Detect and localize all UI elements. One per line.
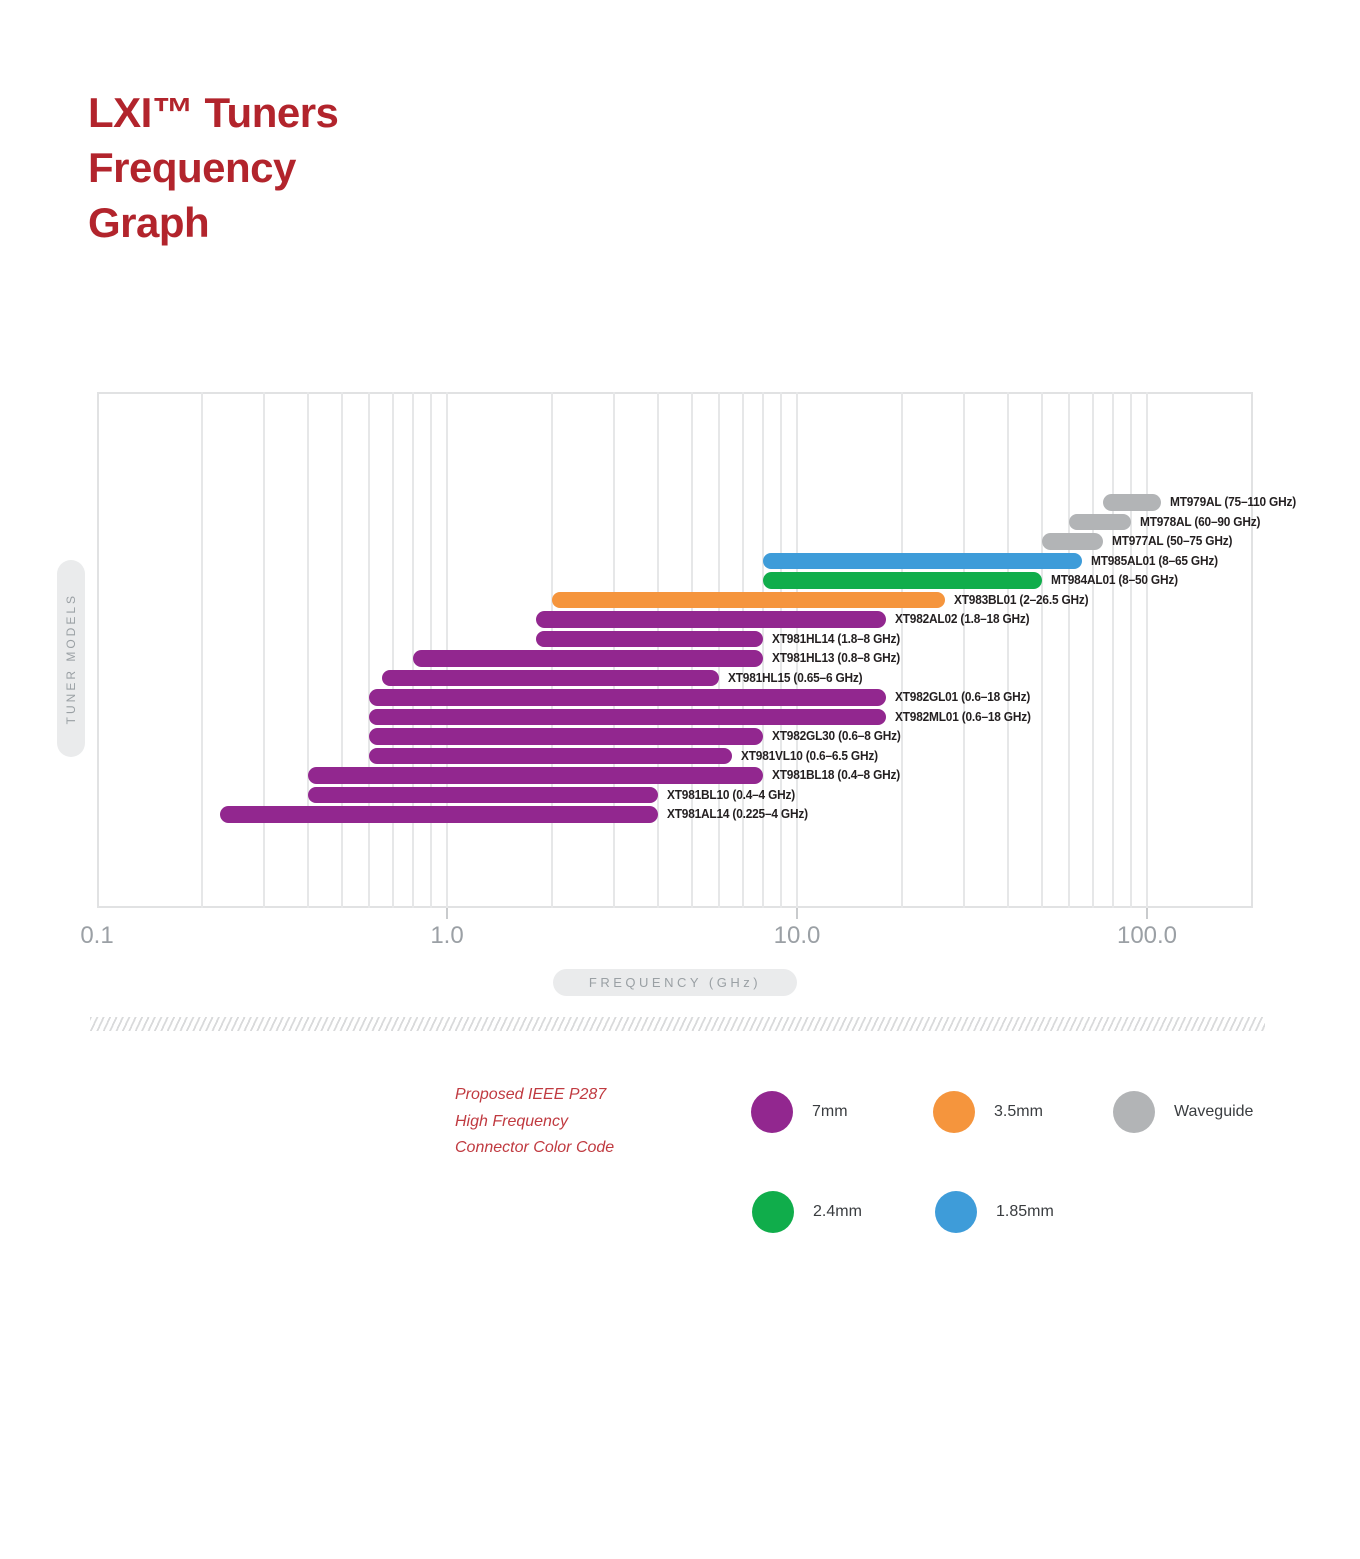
bar-label: MT977AL (50–75 GHz) (1112, 534, 1233, 548)
gridline (962, 392, 965, 908)
legend-label: 7mm (812, 1103, 848, 1120)
frequency-bar (1103, 494, 1162, 511)
legend-color-dot (935, 1191, 977, 1233)
gridline (412, 392, 415, 908)
frequency-bar (1041, 533, 1104, 550)
page-title-line: LXI™ Tuners (88, 89, 339, 136)
bar-label: XT982GL01 (0.6–18 GHz) (895, 690, 1031, 704)
page-title-line: Graph (88, 199, 210, 246)
legend-item: 7mm (751, 1091, 1051, 1133)
divider-hatch (90, 1017, 1265, 1031)
gridline (901, 392, 904, 908)
bar-label: XT981HL13 (0.8–8 GHz) (772, 651, 901, 665)
legend-color-dot (933, 1091, 975, 1133)
gridline (368, 392, 371, 908)
gridline-decade (796, 392, 798, 908)
legend-color-dot (1113, 1091, 1155, 1133)
gridline (1006, 392, 1009, 908)
x-tick-label: 100.0 (1116, 922, 1178, 949)
legend-color-dot (752, 1191, 794, 1233)
legend-item: Waveguide (1113, 1091, 1360, 1133)
gridline (762, 392, 765, 908)
axis-tick (1146, 908, 1148, 919)
legend-item: 2.4mm (752, 1191, 1052, 1233)
page-title-line: Frequency (88, 144, 296, 191)
frequency-bar (369, 747, 732, 764)
frequency-bar (763, 552, 1082, 569)
frequency-bar (1069, 513, 1131, 530)
gridline (1068, 392, 1071, 908)
gridline-decade (1146, 392, 1148, 908)
bar-label: XT982GL30 (0.6–8 GHz) (772, 729, 901, 743)
x-axis-label: FREQUENCY (GHz) (553, 969, 797, 996)
gridline (779, 392, 782, 908)
frequency-bar (552, 591, 946, 608)
frequency-bar (381, 669, 720, 686)
x-tick-label: 0.1 (80, 922, 114, 949)
gridline (306, 392, 309, 908)
legend-item: 3.5mm (933, 1091, 1233, 1133)
bar-label: XT981BL10 (0.4–4 GHz) (666, 787, 795, 802)
plot-area: MT979AL (75–110 GHz) MT978AL (60–90 GHz) M… (97, 392, 1297, 919)
x-tick-label: 10.0 (773, 922, 821, 949)
axis-tick (796, 908, 798, 919)
bar-label: XT982AL02 (1.8–18 GHz) (895, 612, 1030, 626)
gridline (262, 392, 265, 908)
legend-color-dot (751, 1091, 793, 1133)
bar-label: XT981BL18 (0.4–8 GHz) (772, 768, 901, 782)
legend-caption-line: Proposed IEEE P287 (455, 1086, 607, 1103)
page-title: LXI™ Tuners Frequency Graph (88, 85, 339, 250)
bar-label: XT982ML01 (0.6–18 GHz) (895, 709, 1032, 724)
frequency-bar (307, 786, 658, 803)
gridline (340, 392, 343, 908)
frequency-bar (413, 650, 764, 667)
legend-label: 2.4mm (813, 1203, 862, 1220)
legend-label: Waveguide (1174, 1103, 1254, 1120)
legend-label: 3.5mm (994, 1103, 1043, 1120)
frequency-bar (369, 689, 887, 706)
y-axis-label: TUNER MODELS (57, 560, 85, 757)
gridline (1112, 392, 1115, 908)
frequency-bar (763, 572, 1042, 589)
bar-label: XT981VL10 (0.6–6.5 GHz) (740, 748, 878, 763)
gridline (391, 392, 394, 908)
legend-label: 1.85mm (996, 1203, 1054, 1220)
bar-label: MT985AL01 (8–65 GHz) (1090, 553, 1218, 568)
gridline (1129, 392, 1132, 908)
bar-label: XT981HL15 (0.65–6 GHz) (728, 670, 863, 685)
legend-caption: Proposed IEEE P287 High Frequency Connec… (455, 1082, 614, 1162)
bar-label: XT981HL14 (1.8–8 GHz) (772, 631, 901, 646)
frequency-bar (369, 708, 887, 725)
bar-label: MT979AL (75–110 GHz) (1170, 495, 1297, 509)
gridline (1091, 392, 1094, 908)
frequency-bar (536, 630, 764, 647)
axis-tick (446, 908, 448, 919)
gridline (201, 392, 204, 908)
bar-label: XT983BL01 (2–26.5 GHz) (954, 592, 1089, 607)
bar-label: MT978AL (60–90 GHz) (1139, 514, 1261, 529)
frequency-bar (369, 728, 764, 745)
legend-caption-line: High Frequency (455, 1112, 568, 1130)
frequency-bar (307, 767, 764, 784)
bar-label: XT981AL14 (0.225–4 GHz) (666, 807, 808, 821)
legend-item: 1.85mm (935, 1191, 1235, 1233)
frequency-bar (536, 611, 887, 628)
gridline (1040, 392, 1043, 908)
legend-caption-line: Connector Color Code (455, 1139, 615, 1156)
x-tick-label: 1.0 (430, 922, 464, 949)
y-axis-label-text: TUNER MODELS (64, 592, 78, 725)
bar-label: MT984AL01 (8–50 GHz) (1050, 573, 1178, 587)
frequency-bar (220, 806, 658, 823)
